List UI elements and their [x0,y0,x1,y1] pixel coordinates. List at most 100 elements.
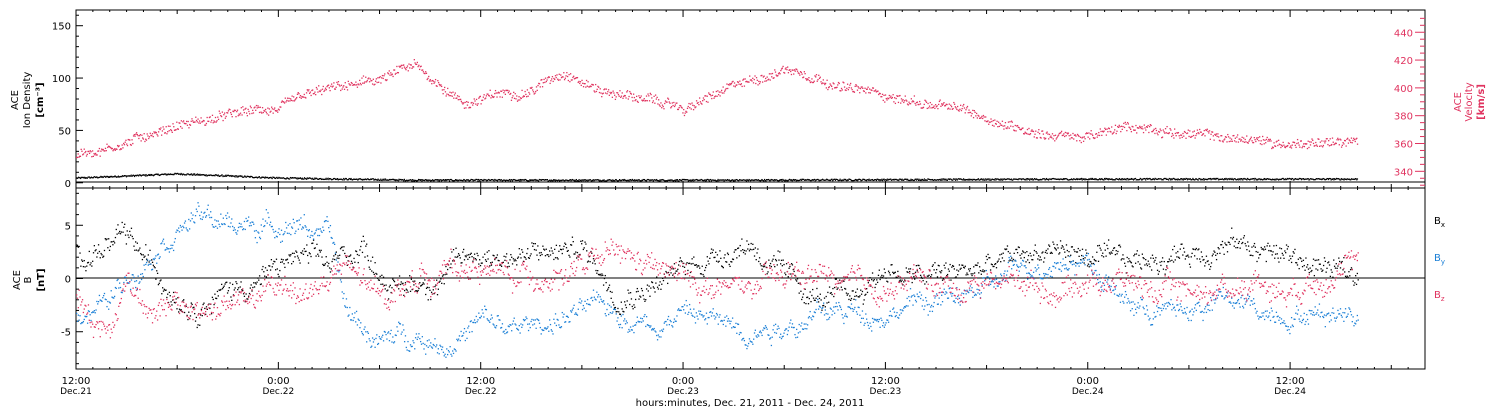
velocity-point [832,82,834,84]
density-point [474,179,476,181]
b-bx-point [339,254,341,256]
velocity-point [1122,125,1124,128]
velocity-point [1132,126,1134,128]
velocity-point [1187,129,1189,131]
density-point [312,177,314,179]
velocity-point [356,84,358,86]
density-point [1271,178,1274,180]
velocity-point [1262,139,1265,141]
velocity-point [928,107,930,109]
density-point [781,180,783,182]
velocity-point [568,73,570,76]
density-point [1354,178,1357,180]
velocity-point [928,105,931,107]
density-point [213,174,215,176]
b-bx-point [919,274,922,277]
density-point [640,180,642,182]
density-point [918,178,920,180]
density-point [857,180,859,182]
b-bx-point [263,271,265,273]
velocity-point [327,84,330,86]
velocity-point [207,120,209,122]
density-point [480,179,482,181]
velocity-point [809,81,812,84]
velocity-point [1328,145,1331,147]
density-point [958,178,960,180]
density-point [1315,178,1317,181]
b-bx-point [343,246,345,248]
density-point [482,179,484,182]
density-point [684,179,686,181]
velocity-point [590,85,592,88]
density-point [233,175,235,177]
density-point [316,177,318,180]
density-point [821,179,823,181]
velocity-point [187,120,189,123]
density-point [734,179,737,181]
b-bx-point [590,250,592,253]
density-point [793,179,795,182]
b-bx-point [456,256,458,258]
density-point [314,177,316,179]
b-bx-point [221,288,224,290]
velocity-point [452,91,454,93]
velocity-point [557,78,559,80]
b-bx-point [255,283,257,285]
velocity-point [179,125,182,128]
velocity-point [771,72,774,75]
b-bx-point [533,248,536,251]
density-point [225,174,227,176]
velocity-point [180,120,183,122]
velocity-point [781,67,783,69]
density-point [649,179,652,181]
density-point [432,179,434,181]
b-bx-point [688,262,691,264]
density-point [1298,178,1300,180]
velocity-point [1293,141,1296,144]
velocity-point [636,95,638,98]
density-point [543,179,545,181]
density-point [1037,179,1040,181]
velocity-point [769,79,771,81]
density-point [328,179,330,181]
density-point [1149,177,1151,180]
velocity-point [261,107,264,109]
velocity-point [978,115,980,117]
velocity-point [985,120,988,123]
velocity-point [756,79,758,81]
density-point [651,179,653,181]
density-point [88,176,91,178]
velocity-point [1292,141,1294,143]
b-bx-point [606,289,608,292]
density-point [525,179,528,182]
b-bx-point [726,252,729,254]
b-bx-point [369,268,371,270]
velocity-point [1186,132,1188,135]
velocity-point [195,116,197,118]
density-point [86,177,88,179]
density-point [214,175,216,177]
density-point [171,173,173,175]
density-point [634,180,636,182]
density-point [718,179,720,181]
density-point [232,175,234,177]
density-point [1165,178,1168,181]
b-bx-point [422,282,424,284]
velocity-point [1288,142,1290,145]
density-point [922,179,924,181]
density-point [958,178,961,180]
velocity-point [1299,140,1302,142]
density-point [875,178,877,181]
velocity-point [610,91,613,94]
velocity-point [1082,140,1085,142]
velocity-point [971,112,973,115]
b-bx-point [774,265,776,268]
density-point [608,179,610,181]
velocity-point [497,92,499,94]
b-bx-point [480,262,482,264]
density-point [323,178,325,180]
velocity-point [200,117,202,119]
density-point [83,177,85,179]
velocity-point [110,147,112,149]
density-point [463,178,465,181]
